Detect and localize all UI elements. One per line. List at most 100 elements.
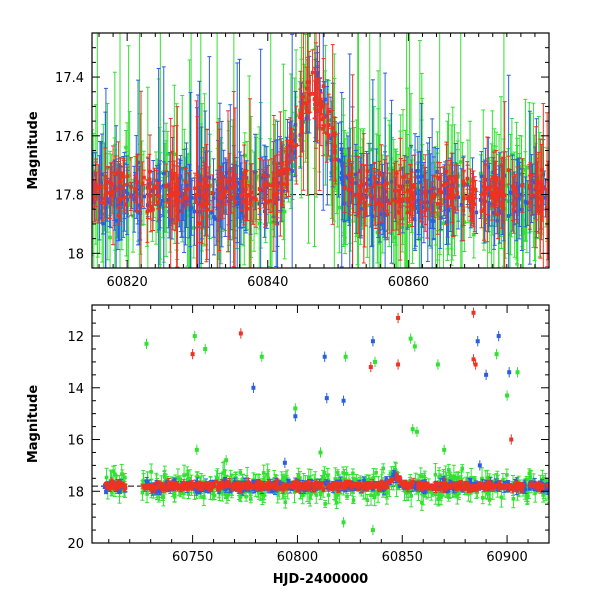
data-point (392, 188, 397, 193)
data-point (366, 167, 371, 171)
data-point (162, 171, 166, 176)
data-point (432, 194, 437, 199)
data-point (398, 197, 403, 202)
data-point (498, 181, 502, 186)
data-point (389, 157, 393, 161)
data-point (92, 194, 96, 199)
data-point (497, 189, 501, 194)
data-point (478, 198, 483, 202)
data-point (251, 195, 255, 200)
data-point (337, 205, 342, 210)
data-point (185, 208, 190, 213)
data-point (396, 189, 400, 193)
data-point (419, 210, 424, 214)
data-point (420, 178, 425, 183)
data-point (418, 180, 423, 185)
data-point (539, 209, 544, 214)
data-point (314, 93, 318, 98)
data-point (380, 203, 385, 208)
data-point (293, 151, 297, 155)
data-point (167, 193, 171, 198)
data-point (519, 207, 524, 212)
data-point (247, 192, 251, 197)
data-point (124, 145, 128, 150)
data-point (140, 188, 144, 192)
data-point (226, 199, 231, 204)
data-point (102, 196, 107, 201)
data-point (468, 199, 472, 203)
data-point (536, 209, 541, 214)
data-point (412, 183, 417, 188)
data-point (134, 174, 139, 179)
data-point (514, 209, 519, 214)
data-point (254, 175, 259, 179)
y-tick-label: 18 (67, 247, 84, 262)
data-point (528, 173, 533, 178)
data-point (462, 220, 467, 225)
data-point (397, 211, 401, 215)
data-point (351, 193, 356, 197)
data-point (508, 232, 512, 237)
data-point (394, 195, 398, 199)
data-point (450, 203, 455, 207)
data-point (92, 178, 95, 183)
data-point (374, 201, 378, 206)
data-point (212, 215, 216, 219)
data-point (359, 207, 363, 211)
data-point (283, 167, 287, 172)
data-point (111, 190, 116, 194)
data-point (529, 196, 534, 201)
data-point (361, 196, 366, 201)
data-point (109, 183, 114, 187)
data-point (263, 203, 267, 208)
data-point (512, 196, 517, 201)
data-point (268, 199, 272, 203)
data-point (506, 168, 511, 172)
data-point (245, 206, 250, 211)
data-point (193, 186, 197, 191)
data-point (356, 202, 361, 206)
data-point (257, 187, 262, 191)
data-point (373, 196, 377, 201)
data-point (530, 193, 534, 197)
data-point (96, 192, 101, 196)
data-point (513, 189, 518, 193)
data-point (238, 188, 242, 192)
data-point (142, 175, 146, 180)
data-point (493, 187, 497, 192)
data-point (158, 202, 163, 207)
data-point (103, 174, 108, 179)
data-point (351, 490, 355, 494)
data-point (275, 221, 280, 226)
data-point (315, 86, 320, 91)
data-point (156, 200, 161, 204)
data-point (147, 177, 152, 181)
data-point (501, 197, 506, 202)
data-point (394, 171, 398, 175)
data-point (387, 181, 391, 186)
data-point (385, 181, 389, 186)
data-point (505, 473, 509, 477)
data-point (511, 201, 515, 206)
data-point (539, 168, 544, 172)
data-point (308, 91, 313, 96)
data-point (407, 198, 412, 203)
data-point (312, 97, 317, 102)
data-point (100, 200, 105, 205)
data-point (106, 180, 110, 184)
data-point (152, 199, 156, 203)
data-point (204, 202, 209, 206)
data-point (410, 194, 414, 199)
data-point (179, 209, 184, 213)
data-point (389, 179, 394, 184)
data-point (515, 193, 520, 198)
data-point (443, 190, 448, 195)
data-point (105, 204, 110, 209)
data-point (371, 195, 375, 200)
data-point (92, 191, 95, 195)
data-point (336, 158, 341, 162)
data-point (368, 193, 373, 197)
data-point (97, 195, 102, 200)
data-point (244, 193, 249, 198)
